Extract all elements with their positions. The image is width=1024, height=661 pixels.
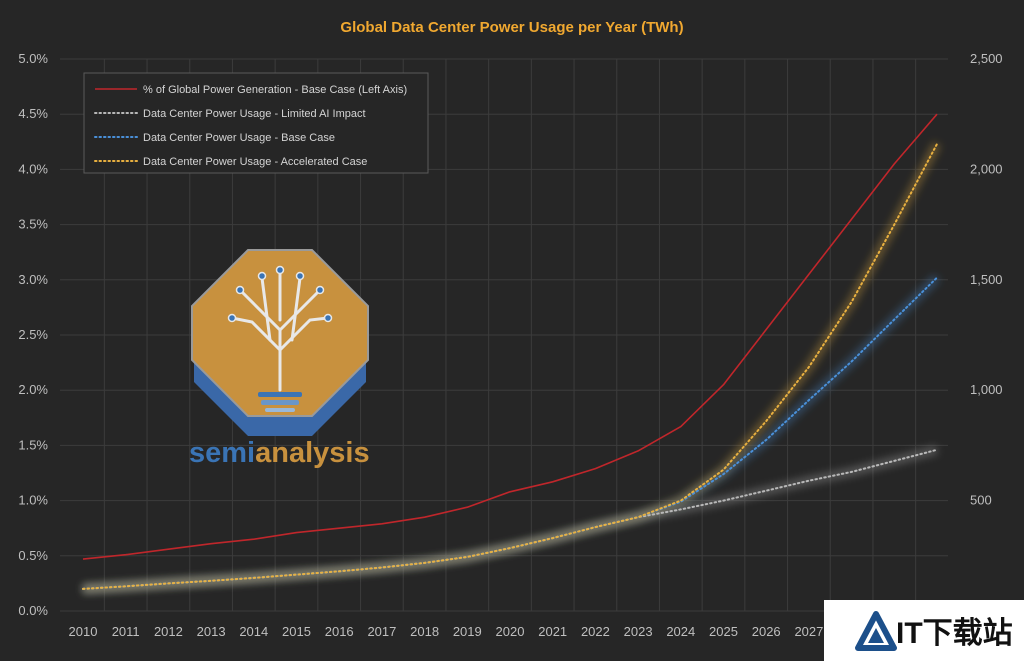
x-axis-tick-label: 2024	[666, 624, 695, 639]
x-axis-tick-label: 2011	[112, 624, 140, 639]
x-axis-tick-label: 2020	[496, 624, 525, 639]
watermark: IT下载站	[824, 600, 1024, 661]
left-axis-tick-label: 5.0%	[18, 51, 48, 66]
left-axis-tick-label: 0.0%	[18, 603, 48, 618]
left-axis-tick-label: 4.0%	[18, 161, 48, 176]
left-axis-tick-label: 2.5%	[18, 327, 48, 342]
x-axis-tick-label: 2018	[410, 624, 439, 639]
right-axis-tick-label: 2,500	[970, 51, 1003, 66]
right-axis-tick-label: 2,000	[970, 161, 1003, 176]
left-axis-tick-label: 0.5%	[18, 548, 48, 563]
semianalysis-logo: semianalysis	[189, 249, 370, 469]
left-axis-tick-label: 3.5%	[18, 217, 48, 232]
x-axis-tick-label: 2021	[538, 624, 567, 639]
watermark-text: IT下载站	[896, 617, 1013, 650]
legend: % of Global Power Generation - Base Case…	[83, 72, 429, 174]
left-axis-tick-label: 3.0%	[18, 272, 48, 287]
left-axis-tick-label: 4.5%	[18, 106, 48, 121]
x-axis-tick-label: 2016	[325, 624, 354, 639]
x-axis-tick-label: 2027	[794, 624, 823, 639]
legend-box	[83, 72, 429, 174]
legend-entry-label: Data Center Power Usage - Base Case	[143, 132, 335, 144]
x-axis-tick-label: 2010	[69, 624, 98, 639]
bulb-base-icon	[258, 392, 302, 412]
right-axis: 500 1,000 1,500 2,000 2,500	[970, 51, 1003, 508]
right-axis-tick-label: 1,500	[970, 272, 1003, 287]
watermark-triangle-icon	[855, 611, 897, 651]
circuit-nodes	[227, 265, 333, 323]
x-axis-tick-label: 2025	[709, 624, 738, 639]
left-axis-tick-label: 1.0%	[18, 493, 48, 508]
x-axis-tick-label: 2012	[154, 624, 183, 639]
right-axis-tick-label: 1,000	[970, 382, 1003, 397]
x-axis-tick-label: 2015	[282, 624, 311, 639]
legend-entry-label: Data Center Power Usage - Limited AI Imp…	[143, 108, 366, 120]
x-axis-tick-label: 2026	[752, 624, 781, 639]
watermark-triangle-inner-icon	[868, 628, 884, 643]
series-line	[82, 143, 938, 590]
left-axis: 0.0% 0.5% 1.0% 1.5% 2.0% 2.5% 3.0% 3.5% 4.0% 4.5%…	[18, 51, 48, 618]
legend-entry-label: Data Center Power Usage - Accelerated Ca…	[143, 156, 367, 168]
x-axis-tick-label: 2022	[581, 624, 610, 639]
x-axis-tick-label: 2017	[367, 624, 396, 639]
left-axis-tick-label: 1.5%	[18, 437, 48, 452]
x-axis-tick-label: 2013	[197, 624, 226, 639]
legend-entry-label: % of Global Power Generation - Base Case…	[143, 84, 407, 96]
logo-wordmark: semianalysis	[189, 437, 370, 469]
chart-title: Global Data Center Power Usage per Year …	[340, 19, 683, 36]
series-line	[82, 113, 938, 560]
right-axis-tick-label: 500	[970, 493, 992, 508]
x-axis: 2010 2011 2012 2013 2014 2015 2016 2017 2018 2019…	[69, 624, 824, 639]
x-axis-tick-label: 2019	[453, 624, 482, 639]
x-axis-tick-label: 2014	[239, 624, 268, 639]
series-lines	[82, 113, 941, 594]
circuit-tree-icon	[230, 270, 330, 392]
x-axis-tick-label: 2023	[624, 624, 653, 639]
left-axis-tick-label: 2.0%	[18, 382, 48, 397]
